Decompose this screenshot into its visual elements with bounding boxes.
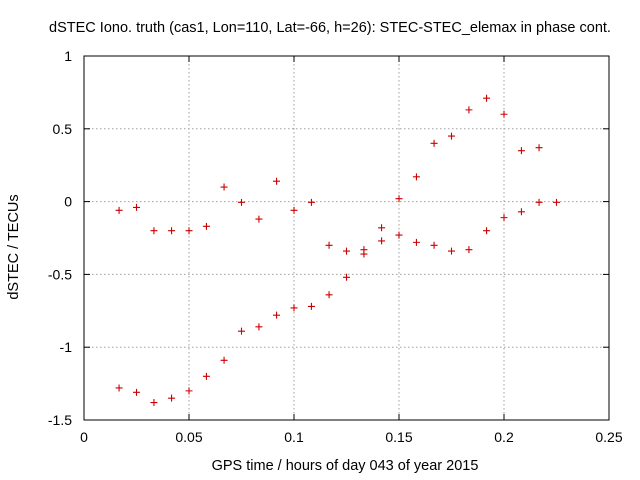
data-point: [115, 206, 123, 214]
data-point: [238, 198, 245, 206]
data-point: [202, 222, 210, 230]
x-tick-label: 0.1: [284, 429, 304, 445]
x-axis-label: GPS time / hours of day 043 of year 2015: [212, 458, 479, 474]
data-point: [325, 291, 333, 299]
data-point: [307, 302, 315, 310]
data-point: [500, 214, 508, 222]
data-point: [395, 231, 403, 239]
data-point: [517, 147, 525, 155]
data-point: [273, 311, 281, 319]
data-point: [185, 387, 193, 395]
data-point: [430, 241, 438, 249]
data-point: [483, 94, 491, 102]
data-point: [150, 227, 158, 235]
y-tick-label: 0: [64, 194, 72, 210]
data-point: [412, 238, 420, 246]
data-point: [360, 250, 368, 258]
data-point: [150, 399, 158, 407]
data-point: [202, 372, 210, 380]
data-point: [290, 206, 298, 214]
y-tick-label: 0.5: [53, 121, 73, 137]
data-point: [465, 246, 473, 254]
series-2: [115, 198, 560, 407]
data-point: [517, 208, 525, 216]
y-tick-label: -0.5: [48, 266, 72, 282]
data-point: [553, 198, 560, 206]
data-point: [430, 139, 438, 147]
data-point: [343, 273, 350, 281]
data-point: [255, 323, 263, 331]
x-tick-label: 0.2: [494, 429, 514, 445]
data-point: [395, 195, 403, 203]
y-tick-label: -1: [60, 339, 73, 355]
data-point: [343, 247, 350, 255]
data-point: [185, 227, 193, 235]
data-point: [448, 247, 455, 255]
x-tick-label: 0: [80, 429, 88, 445]
data-point: [500, 110, 508, 118]
data-point: [255, 215, 263, 223]
data-point: [483, 227, 491, 235]
data-point: [133, 388, 140, 396]
x-tick-label: 0.25: [595, 429, 622, 445]
data-point: [168, 227, 176, 235]
data-point: [378, 224, 386, 232]
y-tick-label: -1.5: [48, 412, 72, 428]
series-1: [115, 94, 543, 255]
data-point: [220, 183, 228, 191]
y-tick-label: 1: [64, 48, 72, 64]
data-point: [412, 173, 420, 181]
data-point: [133, 203, 140, 211]
plot-frame: [83, 55, 610, 421]
chart-title: dSTEC Iono. truth (cas1, Lon=110, Lat=-6…: [49, 20, 611, 36]
x-tick-label: 0.15: [385, 429, 412, 445]
data-point: [290, 304, 298, 312]
data-point: [535, 198, 543, 206]
data-point: [273, 177, 281, 185]
data-point: [448, 132, 455, 140]
data-point: [220, 356, 228, 364]
x-tick-label: 0.05: [175, 429, 202, 445]
data-point: [168, 394, 176, 402]
data-point: [115, 384, 123, 392]
data-point: [325, 241, 333, 249]
data-point: [465, 106, 473, 114]
axis-ticks: 0 0.05 0.1 0.15 0.2 0.25 -1.5 -1 -0.5 0 0.5 1: [48, 48, 623, 445]
data-points: [115, 94, 560, 407]
data-point: [307, 198, 315, 206]
data-point: [535, 144, 543, 152]
y-axis-label: dSTEC / TECUs: [6, 194, 22, 299]
data-point: [378, 237, 386, 245]
grid-lines: [84, 56, 609, 420]
data-point: [238, 327, 245, 335]
